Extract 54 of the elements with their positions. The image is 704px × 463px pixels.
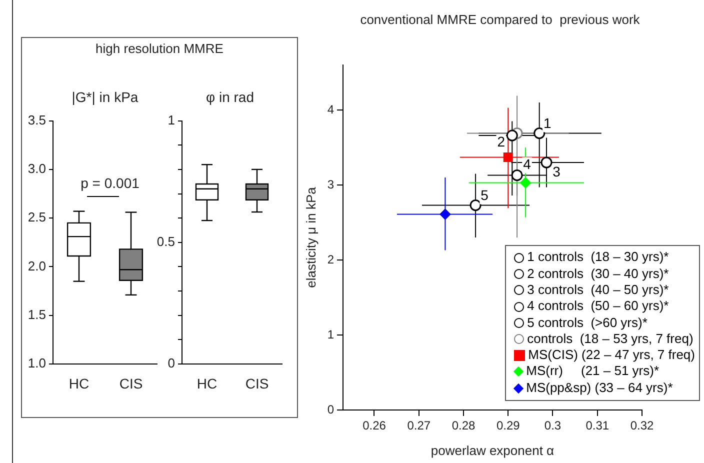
y-tick-label: 0 (168, 356, 175, 371)
point (534, 128, 546, 139)
point (440, 208, 451, 220)
chart-title: high resolution MMRE (94, 41, 224, 56)
x-tick-label: HC (196, 375, 218, 392)
x-tick-label: 0.26 (362, 418, 386, 433)
x-tick-label: 0.28 (452, 418, 476, 433)
x-tick-label: 0.31 (586, 418, 610, 433)
y-tick-label: 1 (327, 327, 334, 342)
annotation: 1 (543, 115, 552, 132)
legend-label: 5 controls (>60 yrs)* (527, 314, 648, 330)
x-tick-label: 0.29 (496, 418, 520, 433)
chart-subtitle: |G*| in kPa (70, 89, 140, 105)
legend-label: controls (18 – 53 yrs, 7 freq) (527, 330, 694, 346)
y-tick-label: 1.5 (28, 306, 46, 322)
legend-label: MS(rr) (21 – 51 yrs)* (526, 363, 660, 378)
chart-title: conventional MMRE compared to previous work (359, 12, 641, 27)
legend-label: 2 controls (30 – 40 yrs)* (527, 266, 669, 281)
x-tick-label: CIS (245, 375, 269, 392)
x-tick-label: 0.27 (407, 418, 431, 433)
legend-label: 3 controls (40 – 50 yrs)* (527, 282, 669, 297)
legend-label: 1 controls (18 – 30 yrs)* (527, 249, 669, 264)
y-tick-label: 2.5 (28, 210, 46, 225)
point (506, 130, 518, 142)
x-axis-title: powerlaw exponent α (430, 442, 555, 458)
y-tick-label: 1 (168, 112, 175, 128)
point (470, 200, 482, 211)
annotation: 3 (552, 163, 561, 180)
point (511, 170, 523, 181)
legend-label: MS(pp&sp) (33 – 64 yrs)* (526, 380, 673, 395)
x-tick-label: HC (68, 375, 90, 392)
y-axis-title: elasticity μ in kPa (303, 186, 318, 288)
chart-title: φ in rad (205, 89, 255, 105)
y-tick-label: 3 (327, 177, 334, 192)
y-tick-label: 3.0 (28, 161, 46, 176)
annotation: 2 (497, 133, 506, 150)
y-tick-label: 3.5 (28, 112, 46, 128)
x-tick-label: 0.32 (630, 418, 654, 433)
x-tick-label: CIS (119, 375, 143, 392)
x-tick-label: 0.3 (544, 418, 562, 433)
annotation: p = 0.001 (80, 175, 140, 191)
point (520, 177, 532, 188)
y-tick-label: 0 (327, 402, 334, 416)
legend-label: 4 controls (50 – 60 yrs)* (527, 298, 669, 314)
y-tick-label: 2 (327, 252, 334, 266)
point (540, 156, 552, 168)
y-tick-label: 1.0 (28, 356, 46, 371)
y-tick-label: 0.5 (156, 234, 175, 249)
y-tick-label: 2.0 (28, 258, 46, 274)
legend-label: MS(CIS) (22 – 47 yrs, 7 freq) (528, 347, 695, 362)
annotation: 5 (480, 187, 489, 204)
annotation: 4 (523, 156, 532, 172)
point (503, 152, 513, 162)
y-tick-label: 4 (327, 102, 334, 116)
